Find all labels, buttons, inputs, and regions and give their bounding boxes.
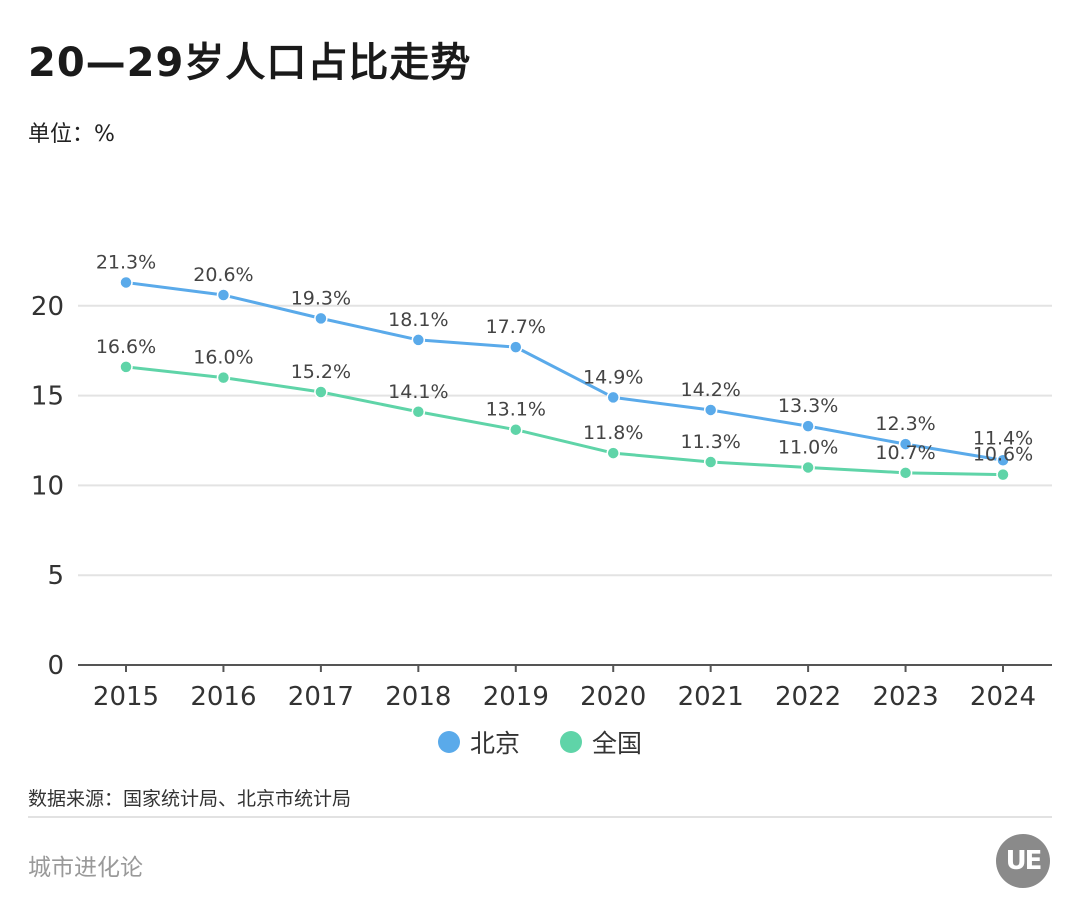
y-tick-label: 0 [47, 651, 64, 681]
data-label-0: 18.1% [388, 309, 448, 331]
line-chart: 0 5 10 15 20 2015 2016 2017 2018 2019 2020 2021 2022… [31, 251, 1052, 712]
data-label-0: 11.4% [973, 427, 1033, 449]
legend-label-beijing: 北京 [469, 729, 520, 758]
data-label-1: 11.0% [778, 436, 838, 458]
brand-logo: UE [996, 834, 1050, 888]
y-tick-label: 10 [31, 471, 64, 501]
data-label-1: 15.2% [291, 361, 351, 383]
series-line-1 [124, 365, 1005, 477]
data-label-0: 14.2% [680, 379, 740, 401]
data-point-1 [996, 467, 1010, 482]
data-label-0: 21.3% [96, 251, 156, 273]
data-point-0 [898, 437, 913, 451]
brand-name: 城市进化论 [28, 855, 143, 881]
x-tick-label: 2020 [580, 682, 646, 712]
data-point-1 [119, 360, 133, 374]
unit-label: 单位：% [28, 122, 115, 147]
data-point-0 [606, 390, 620, 405]
data-label-1: 10.6% [973, 444, 1033, 466]
series-line-0 [124, 280, 1005, 462]
data-point-0 [314, 311, 328, 326]
data-label-1: 14.1% [388, 381, 448, 403]
legend: 北京 全国 [0, 724, 1080, 760]
data-point-1 [898, 466, 913, 480]
data-point-1 [801, 460, 815, 475]
x-tick-label: 2024 [970, 682, 1036, 712]
x-tick-label: 2022 [775, 682, 841, 712]
data-label-0: 12.3% [875, 413, 935, 435]
divider [28, 816, 1052, 818]
data-label-1: 16.0% [193, 347, 253, 369]
x-tick-label: 2016 [190, 682, 256, 712]
chart-title: 20—29岁人口占比走势 [28, 40, 472, 86]
x-tick-label: 2015 [93, 682, 159, 712]
y-tick-label: 5 [47, 561, 64, 591]
x-tick-label: 2019 [483, 682, 549, 712]
data-label-1: 16.6% [96, 336, 156, 358]
data-label-1: 13.1% [486, 399, 546, 421]
data-point-1 [411, 405, 426, 419]
data-point-0 [216, 288, 231, 302]
y-tick-label: 20 [31, 292, 64, 322]
x-tick-label: 2023 [872, 682, 938, 712]
legend-dot-national [560, 731, 582, 753]
legend-item-national[interactable]: 全国 [560, 724, 642, 760]
data-label-0: 13.3% [778, 395, 838, 417]
legend-label-national: 全国 [592, 729, 643, 758]
data-point-0 [703, 403, 718, 417]
data-label-0: 14.9% [583, 366, 643, 388]
x-tick-label: 2017 [288, 682, 354, 712]
data-point-1 [509, 422, 523, 437]
data-point-0 [801, 419, 815, 433]
data-point-1 [703, 455, 718, 469]
data-label-1: 10.7% [875, 442, 935, 464]
legend-item-beijing[interactable]: 北京 [437, 724, 520, 760]
data-label-1: 11.8% [583, 422, 643, 444]
data-point-0 [411, 333, 426, 347]
y-tick-label: 15 [31, 382, 64, 412]
data-point-0 [996, 453, 1010, 468]
data-point-0 [509, 340, 523, 354]
data-point-1 [216, 370, 231, 385]
data-label-1: 11.3% [680, 431, 740, 453]
data-point-0 [119, 275, 133, 290]
data-label-0: 20.6% [193, 264, 253, 286]
data-label-0: 17.7% [486, 316, 546, 338]
source-note: 数据来源：国家统计局、北京市统计局 [28, 788, 352, 810]
x-tick-label: 2021 [678, 682, 744, 712]
x-tick-label: 2018 [385, 682, 451, 712]
data-label-0: 19.3% [291, 287, 351, 309]
data-point-1 [606, 446, 620, 460]
legend-dot-beijing [437, 731, 460, 753]
data-point-1 [314, 385, 328, 399]
